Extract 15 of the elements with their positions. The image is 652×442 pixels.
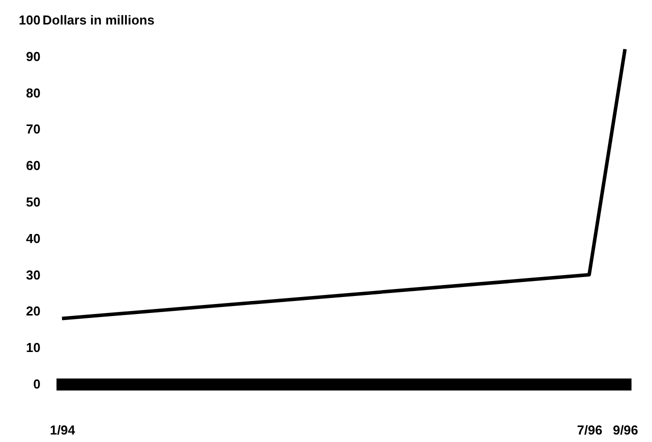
- y-tick-label: 20: [26, 304, 40, 319]
- y-tick-label: 80: [26, 85, 40, 100]
- x-tick-label: 9/96: [612, 422, 638, 438]
- y-tick-label: 10: [26, 340, 40, 356]
- y-tick-label: 60: [26, 158, 40, 174]
- y-tick-label: 70: [26, 122, 40, 137]
- y-tick-label: 50: [26, 194, 40, 210]
- y-axis-title: Dollars in millions: [42, 12, 154, 28]
- x-tick-label: 1/94: [50, 422, 76, 438]
- y-tick-label: 100: [18, 12, 40, 28]
- y-tick-label: 30: [26, 267, 40, 282]
- x-tick-label: 7/96: [577, 422, 602, 438]
- y-tick-label: 90: [26, 48, 40, 64]
- y-tick-label: 40: [26, 230, 40, 246]
- y-tick-label: 0: [33, 376, 40, 392]
